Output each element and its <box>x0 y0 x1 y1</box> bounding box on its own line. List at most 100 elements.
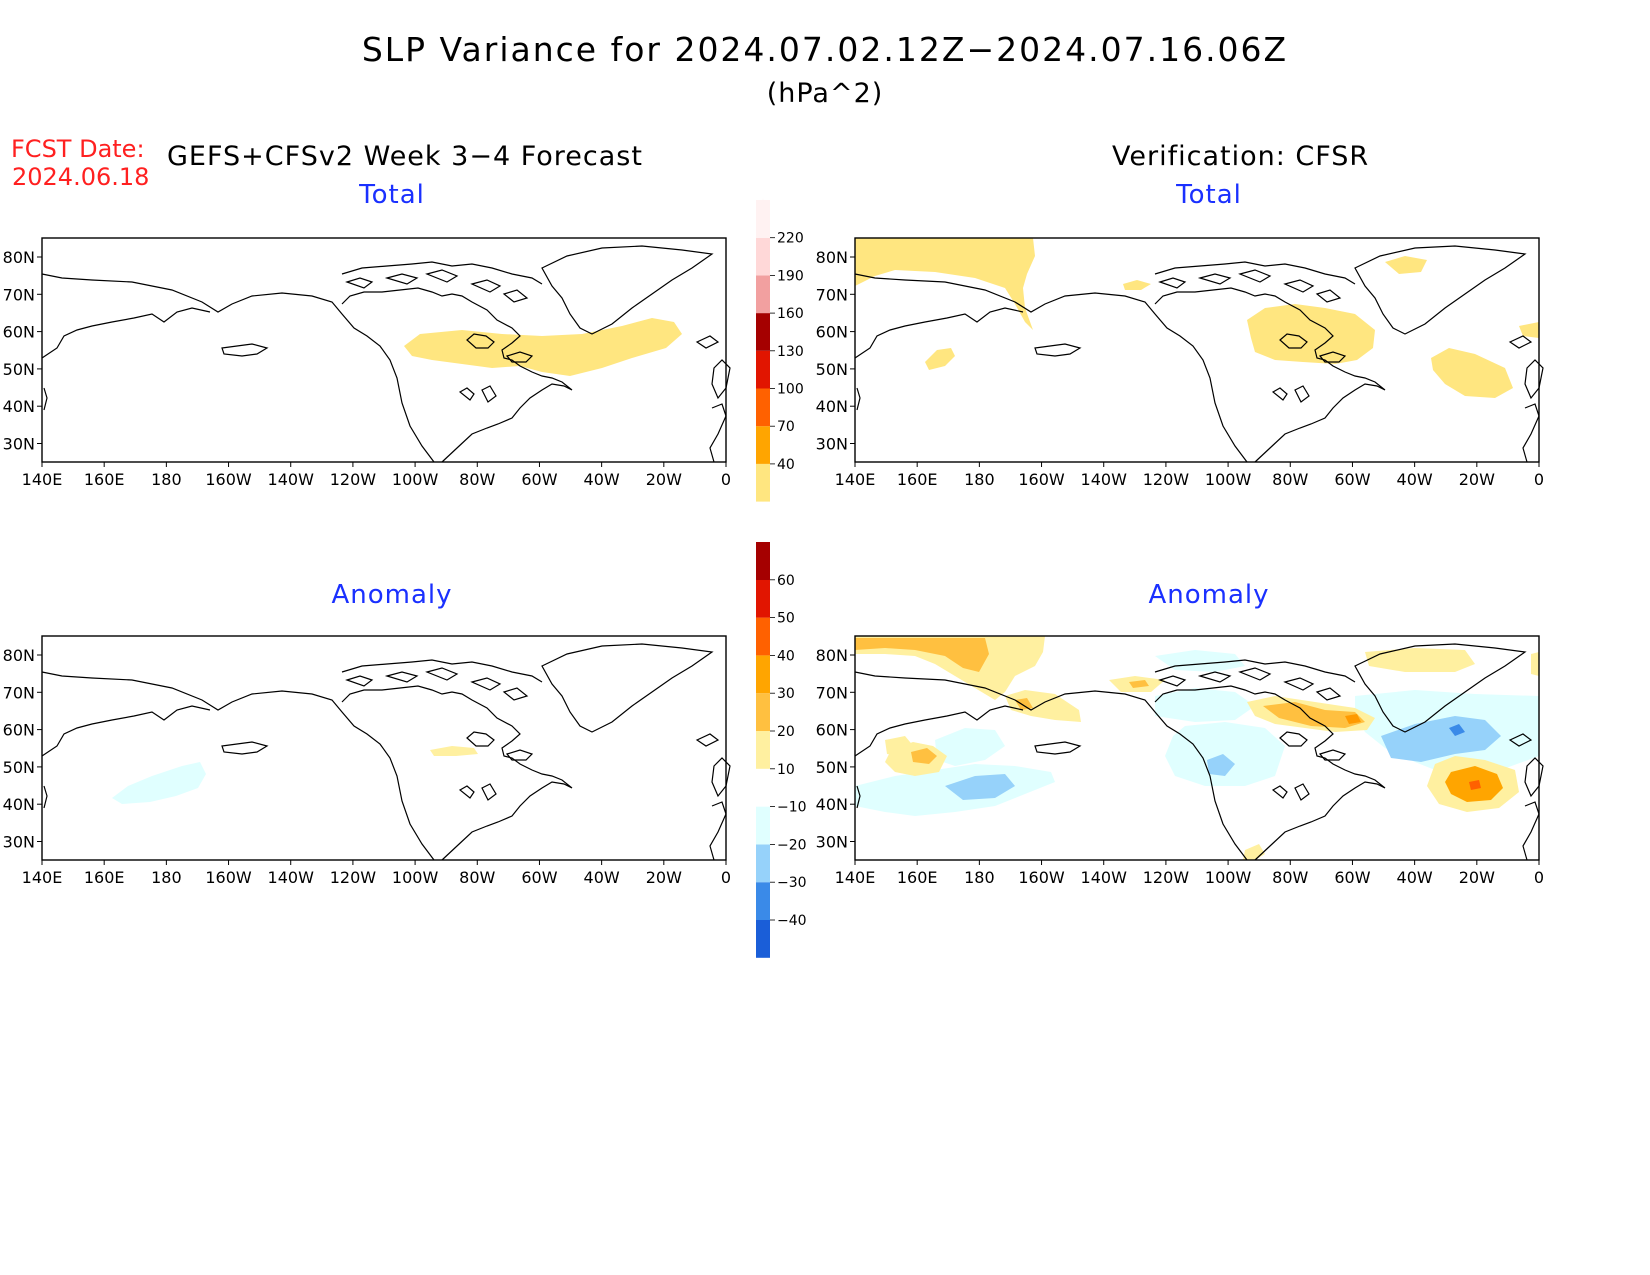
ver-total-lon-label: 60W <box>1334 470 1370 489</box>
fc-anom-lon-label: 160E <box>84 868 125 887</box>
ver-anom-lon-label: 140W <box>1081 868 1128 887</box>
fc-total-lat-label: 70N <box>3 285 35 304</box>
fc-anom-lon-label: 120W <box>330 868 377 887</box>
total-colorbar-swatch <box>756 388 770 427</box>
ver-anom-lon-label: 0 <box>1534 868 1544 887</box>
ver-total-lon-label: 100W <box>1205 470 1252 489</box>
fc-total-lat-label: 30N <box>3 435 35 454</box>
fc-anom-lon-label: 40W <box>584 868 620 887</box>
total-colorbar: 40 70 100 130 160 190 220 <box>756 198 804 502</box>
anomaly-colorbar-label: −20 <box>777 837 807 853</box>
anomaly-colorbar-swatch <box>756 579 770 618</box>
forecast-total-map <box>41 237 731 463</box>
total-colorbar-label: 220 <box>777 231 804 247</box>
ver-anom-lon-label: 100W <box>1205 868 1252 887</box>
anomaly-colorbar-swatch <box>756 617 770 656</box>
verification-total-map <box>854 237 1544 463</box>
ver-anom-lat-label: 40N <box>816 795 848 814</box>
ver-anom-lon-label: 160E <box>897 868 938 887</box>
units-label: (hPa^2) <box>766 78 884 109</box>
fc-anom-lon-label: 140E <box>22 868 63 887</box>
fc-total-lon-label: 60W <box>521 470 557 489</box>
anomaly-colorbar-swatch <box>756 731 770 769</box>
fcst-date-label: FCST Date: <box>11 135 145 163</box>
fc-anom-lake-blob <box>430 746 478 756</box>
ver-anom-lon-label: 160W <box>1018 868 1065 887</box>
fc-total-lon-label: 120W <box>330 470 377 489</box>
anomaly-colorbar-label: −10 <box>777 800 807 816</box>
ver-total-lat-label: 30N <box>816 435 848 454</box>
fc-total-yellow-band <box>404 318 682 376</box>
total-colorbar-swatch <box>756 350 770 389</box>
fcst-date-value: 2024.06.18 <box>12 163 150 191</box>
anomaly-colorbar-label: 60 <box>777 573 795 589</box>
total-colorbar-swatch <box>756 275 770 314</box>
forecast-heading: GEFS+CFSv2 Week 3−4 Forecast <box>167 141 643 172</box>
fc-anom-lat-label: 30N <box>3 833 35 852</box>
ver-total-lon-label: 160E <box>897 470 938 489</box>
fc-total-lat-label: 60N <box>3 323 35 342</box>
fc-anom-lon-label: 140W <box>268 868 315 887</box>
fc-anom-lon-label: 20W <box>646 868 682 887</box>
forecast-anomaly-title: Anomaly <box>331 580 453 610</box>
ver-anom-arctic-top <box>855 636 1045 700</box>
ver-total-atlantic-blob <box>1431 348 1513 398</box>
anomaly-colorbar: −40 −30 −20 −10 10 20 30 40 50 60 <box>756 542 807 958</box>
ver-total-lat-label: 40N <box>816 397 848 416</box>
total-colorbar-top-cap <box>756 198 770 238</box>
ver-total-pacific-blob <box>925 348 955 370</box>
ver-total-hudson-blob <box>1247 304 1375 364</box>
anomaly-colorbar-label: 50 <box>777 611 795 627</box>
ver-total-lat-label: 50N <box>816 360 848 379</box>
fc-anom-lon-label: 60W <box>521 868 557 887</box>
fc-anom-lon-label: 100W <box>392 868 439 887</box>
anomaly-colorbar-swatch <box>756 655 770 694</box>
total-colorbar-swatch <box>756 313 770 351</box>
total-colorbar-swatch <box>756 237 770 276</box>
fc-anom-lat-label: 60N <box>3 721 35 740</box>
anomaly-colorbar-label: 30 <box>777 686 795 702</box>
ver-total-europe-blob <box>1519 322 1539 338</box>
ver-total-lon-label: 0 <box>1534 470 1544 489</box>
ver-anom-lat-label: 80N <box>816 646 848 665</box>
fc-anom-lon-label: 80W <box>459 868 495 887</box>
anomaly-colorbar-swatch <box>756 693 770 731</box>
fc-total-lon-label: 160W <box>205 470 252 489</box>
fc-total-lon-label: 100W <box>392 470 439 489</box>
anomaly-colorbar-label: 40 <box>777 648 795 664</box>
fc-anom-lon-label: 0 <box>721 868 731 887</box>
total-colorbar-label: 40 <box>777 457 795 473</box>
total-colorbar-label: 70 <box>777 419 795 435</box>
anomaly-colorbar-swatch <box>756 844 770 883</box>
ver-total-lat-label: 80N <box>816 248 848 267</box>
anomaly-colorbar-swatch <box>756 882 770 920</box>
fc-anom-pacific-blob <box>112 762 206 804</box>
ver-total-lon-label: 20W <box>1459 470 1495 489</box>
fc-total-lon-label: 180 <box>151 470 182 489</box>
forecast-anomaly-map <box>41 635 731 861</box>
ver-anom-lat-label: 50N <box>816 758 848 777</box>
ver-total-lon-label: 40W <box>1397 470 1433 489</box>
ver-anom-lon-label: 60W <box>1334 868 1370 887</box>
total-colorbar-swatch <box>756 426 770 464</box>
anomaly-colorbar-label: −40 <box>777 913 807 929</box>
total-colorbar-label: 190 <box>777 268 804 284</box>
fc-anom-lat-label: 40N <box>3 795 35 814</box>
ver-anom-lat-label: 60N <box>816 721 848 740</box>
ver-anom-lon-label: 20W <box>1459 868 1495 887</box>
ver-total-arctic-small-2 <box>1385 256 1427 274</box>
anomaly-colorbar-top-cap <box>756 542 770 580</box>
ver-total-arctic-blob <box>855 238 1035 330</box>
ver-total-lat-label: 60N <box>816 323 848 342</box>
total-colorbar-label: 100 <box>777 382 804 398</box>
total-colorbar-label: 160 <box>777 306 804 322</box>
ver-anom-lon-label: 80W <box>1272 868 1308 887</box>
fc-anom-lon-label: 180 <box>151 868 182 887</box>
ver-total-lon-label: 140E <box>835 470 876 489</box>
fc-anom-lat-label: 70N <box>3 683 35 702</box>
verification-heading: Verification: CFSR <box>1112 141 1370 172</box>
fc-total-lon-label: 140E <box>22 470 63 489</box>
fc-total-lat-label: 50N <box>3 360 35 379</box>
anomaly-colorbar-swatch <box>756 806 770 845</box>
main-title: SLP Variance for 2024.07.02.12Z−2024.07.… <box>361 30 1289 69</box>
